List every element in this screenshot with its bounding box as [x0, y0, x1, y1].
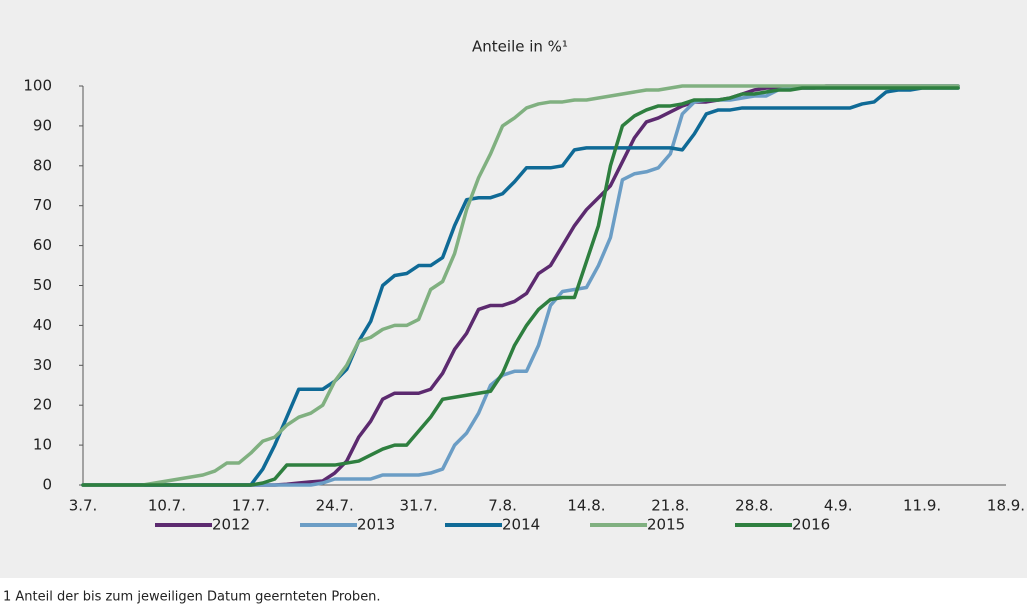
y-tick-label: 10	[33, 436, 52, 454]
y-tick-label: 90	[33, 116, 52, 134]
legend-label: 2012	[212, 516, 250, 534]
chart-title: Anteile in %¹	[472, 38, 568, 56]
legend-label: 2015	[647, 516, 685, 534]
x-tick-label: 10.7.	[148, 497, 186, 515]
x-tick-label: 4.9.	[824, 497, 853, 515]
x-tick-label: 21.8.	[651, 497, 689, 515]
x-tick-label: 7.8.	[488, 497, 517, 515]
footnote: 1 Anteil der bis zum jeweiligen Datum ge…	[3, 590, 381, 605]
y-tick-label: 20	[33, 396, 52, 414]
y-tick-label: 30	[33, 356, 52, 374]
legend-label: 2014	[502, 516, 540, 534]
x-tick-label: 17.7.	[232, 497, 270, 515]
x-tick-label: 11.9.	[903, 497, 941, 515]
y-tick-label: 50	[33, 276, 52, 294]
x-tick-label: 18.9.	[987, 497, 1025, 515]
x-tick-label: 24.7.	[316, 497, 354, 515]
legend-label: 2016	[792, 516, 830, 534]
y-tick-label: 60	[33, 236, 52, 254]
x-tick-label: 31.7.	[400, 497, 438, 515]
y-tick-label: 0	[42, 476, 52, 494]
x-tick-label: 14.8.	[567, 497, 605, 515]
y-tick-label: 100	[23, 77, 52, 95]
x-tick-label: 28.8.	[735, 497, 773, 515]
legend-label: 2013	[357, 516, 395, 534]
series-line	[81, 86, 960, 487]
x-tick-label: 3.7.	[69, 497, 98, 515]
series-line	[81, 84, 960, 487]
y-tick-label: 70	[33, 196, 52, 214]
y-tick-label: 40	[33, 316, 52, 334]
y-tick-label: 80	[33, 156, 52, 174]
